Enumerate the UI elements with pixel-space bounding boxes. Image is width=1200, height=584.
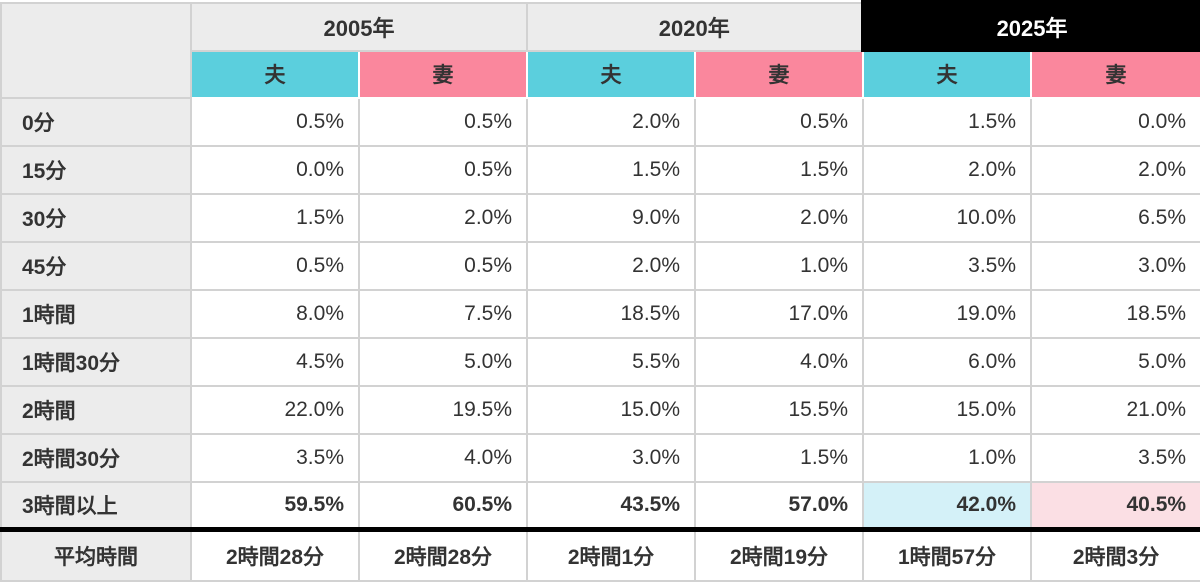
value-cell: 4.5%	[190, 336, 360, 387]
husband-header-2020: 夫	[526, 49, 697, 99]
value-cell: 1.5%	[694, 432, 865, 483]
year-header-2005: 2005年	[189, 1, 529, 52]
row-label: 30分	[0, 192, 192, 243]
value-cell: 3.5%	[1030, 432, 1200, 483]
value-cell: 2.0%	[694, 192, 865, 243]
highlighted-value-cell: 40.5%	[1030, 480, 1200, 532]
table-row: 1時間 8.0% 7.5% 18.5% 17.0% 19.0% 18.5%	[0, 288, 1200, 339]
value-cell: 18.5%	[526, 288, 697, 339]
wife-header-2025: 妻	[1030, 49, 1200, 99]
value-cell: 4.0%	[694, 336, 865, 387]
value-cell: 59.5%	[190, 480, 360, 532]
value-cell: 5.5%	[526, 336, 697, 387]
value-cell: 2.0%	[1030, 144, 1200, 195]
value-cell: 3.0%	[526, 432, 697, 483]
value-cell: 0.5%	[357, 96, 529, 147]
average-value-cell: 1時間57分	[862, 528, 1033, 582]
value-cell: 3.5%	[190, 432, 360, 483]
value-cell: 1.5%	[862, 96, 1033, 147]
wife-header-2020: 妻	[694, 49, 865, 99]
table-row: 15分 0.0% 0.5% 1.5% 1.5% 2.0% 2.0%	[0, 144, 1200, 195]
value-cell: 2.0%	[862, 144, 1033, 195]
row-label: 2時間	[0, 384, 192, 435]
year-header-row: 2005年 2020年 2025年	[0, 0, 1200, 99]
value-cell: 0.0%	[1030, 96, 1200, 147]
value-cell: 7.5%	[357, 288, 529, 339]
value-cell: 4.0%	[357, 432, 529, 483]
value-cell: 1.5%	[526, 144, 697, 195]
table-row: 1時間30分 4.5% 5.0% 5.5% 4.0% 6.0% 5.0%	[0, 336, 1200, 387]
table-row-total: 3時間以上 59.5% 60.5% 43.5% 57.0% 42.0% 40.5…	[0, 480, 1200, 532]
value-cell: 21.0%	[1030, 384, 1200, 435]
value-cell: 0.5%	[190, 96, 360, 147]
value-cell: 1.5%	[694, 144, 865, 195]
value-cell: 43.5%	[526, 480, 697, 532]
average-value-cell: 2時間1分	[526, 528, 697, 582]
husband-header-2005: 夫	[190, 49, 360, 99]
value-cell: 9.0%	[526, 192, 697, 243]
value-cell: 0.0%	[190, 144, 360, 195]
value-cell: 2.0%	[526, 96, 697, 147]
value-cell: 17.0%	[694, 288, 865, 339]
row-label: 3時間以上	[0, 480, 192, 532]
row-label: 2時間30分	[0, 432, 192, 483]
row-label: 45分	[0, 240, 192, 291]
corner-cell	[0, 1, 192, 99]
value-cell: 6.0%	[862, 336, 1033, 387]
average-value-cell: 2時間19分	[694, 528, 865, 582]
value-cell: 22.0%	[190, 384, 360, 435]
value-cell: 0.5%	[357, 240, 529, 291]
average-value-cell: 2時間28分	[357, 528, 529, 582]
average-value-cell: 2時間28分	[190, 528, 360, 582]
value-cell: 1.0%	[694, 240, 865, 291]
value-cell: 0.5%	[190, 240, 360, 291]
year-header-2020: 2020年	[526, 1, 865, 52]
average-value-cell: 2時間3分	[1030, 528, 1200, 582]
table-row: 2時間30分 3.5% 4.0% 3.0% 1.5% 1.0% 3.5%	[0, 432, 1200, 483]
table-row: 30分 1.5% 2.0% 9.0% 2.0% 10.0% 6.5%	[0, 192, 1200, 243]
value-cell: 2.0%	[526, 240, 697, 291]
value-cell: 19.0%	[862, 288, 1033, 339]
table-row: 0分 0.5% 0.5% 2.0% 0.5% 1.5% 0.0%	[0, 96, 1200, 147]
value-cell: 19.5%	[357, 384, 529, 435]
row-label: 1時間	[0, 288, 192, 339]
value-cell: 57.0%	[694, 480, 865, 532]
value-cell: 3.0%	[1030, 240, 1200, 291]
value-cell: 15.0%	[526, 384, 697, 435]
subheader-row: 夫 妻 夫 妻 夫 妻	[1, 49, 1200, 99]
year-header-2025: 2025年	[860, 0, 1200, 52]
value-cell: 2.0%	[357, 192, 529, 243]
value-cell: 15.0%	[862, 384, 1033, 435]
value-cell: 10.0%	[862, 192, 1033, 243]
value-cell: 6.5%	[1030, 192, 1200, 243]
value-cell: 18.5%	[1030, 288, 1200, 339]
value-cell: 5.0%	[357, 336, 529, 387]
row-label: 1時間30分	[0, 336, 192, 387]
average-row: 平均時間 2時間28分 2時間28分 2時間1分 2時間19分 1時間57分 2…	[0, 528, 1200, 582]
table-row: 2時間 22.0% 19.5% 15.0% 15.5% 15.0% 21.0%	[0, 384, 1200, 435]
table-row: 45分 0.5% 0.5% 2.0% 1.0% 3.5% 3.0%	[0, 240, 1200, 291]
husband-header-2025: 夫	[862, 49, 1033, 99]
value-cell: 0.5%	[694, 96, 865, 147]
value-cell: 15.5%	[694, 384, 865, 435]
row-label: 15分	[0, 144, 192, 195]
value-cell: 8.0%	[190, 288, 360, 339]
value-cell: 5.0%	[1030, 336, 1200, 387]
highlighted-value-cell: 42.0%	[862, 480, 1033, 532]
wife-header-2005: 妻	[357, 49, 529, 99]
value-cell: 1.0%	[862, 432, 1033, 483]
value-cell: 0.5%	[357, 144, 529, 195]
row-label: 0分	[0, 96, 192, 147]
value-cell: 1.5%	[190, 192, 360, 243]
average-row-label: 平均時間	[0, 528, 192, 582]
value-cell: 60.5%	[357, 480, 529, 532]
value-cell: 3.5%	[862, 240, 1033, 291]
